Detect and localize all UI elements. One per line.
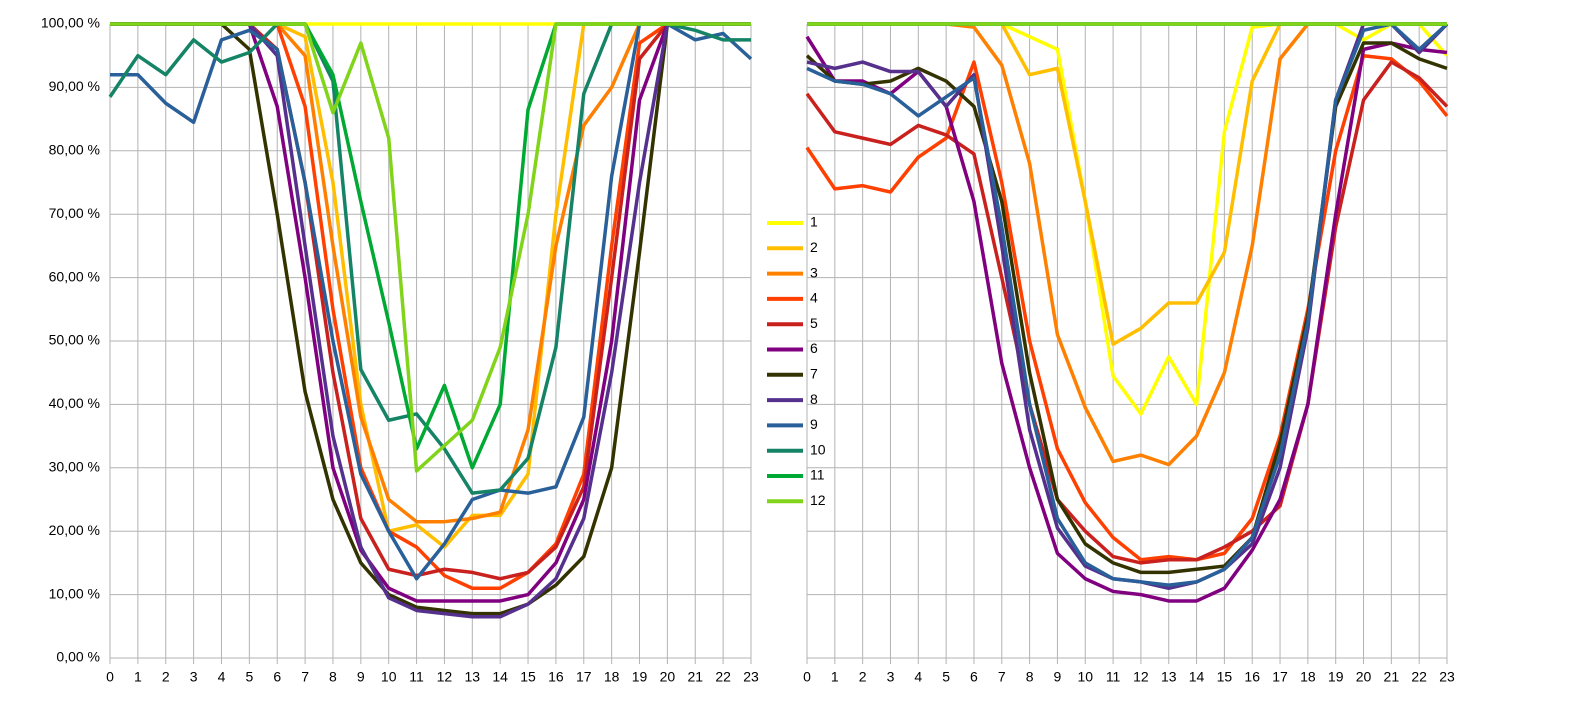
x-tick-label: 10 <box>381 669 397 685</box>
legend-label: 2 <box>810 239 818 255</box>
x-tick-label: 16 <box>548 669 564 685</box>
x-tick-label: 6 <box>970 669 978 685</box>
x-tick-label: 15 <box>520 669 536 685</box>
series-line <box>805 35 1448 603</box>
series-line <box>807 22 1447 467</box>
series-line <box>110 22 751 616</box>
x-tick-label: 21 <box>1384 669 1400 685</box>
x-tick-label: 0 <box>106 669 114 685</box>
x-tick-label: 3 <box>190 669 198 685</box>
x-tick-label: 5 <box>245 669 253 685</box>
x-tick-label: 2 <box>859 669 867 685</box>
series-line <box>110 22 751 473</box>
x-tick-label: 19 <box>1328 669 1344 685</box>
x-tick-label: 17 <box>1272 669 1288 685</box>
x-tick-label: 20 <box>1356 669 1372 685</box>
series-line <box>110 22 751 581</box>
x-tick-label: 5 <box>942 669 950 685</box>
legend-label: 4 <box>810 290 818 306</box>
legend-label: 9 <box>810 416 818 432</box>
x-tick-label: 19 <box>632 669 648 685</box>
series-line <box>805 60 1449 565</box>
y-tick-label: 50,00 % <box>49 332 100 348</box>
legend-label: 8 <box>810 391 818 407</box>
y-tick-label: 70,00 % <box>49 205 100 221</box>
x-tick-label: 7 <box>301 669 309 685</box>
x-tick-label: 4 <box>914 669 922 685</box>
series-line <box>110 22 751 603</box>
legend-label: 3 <box>810 264 818 280</box>
x-tick-label: 12 <box>437 669 453 685</box>
x-tick-label: 0 <box>803 669 811 685</box>
x-tick-label: 12 <box>1133 669 1149 685</box>
legend-label: 10 <box>810 441 826 457</box>
x-tick-label: 13 <box>465 669 481 685</box>
series-line <box>806 22 1449 591</box>
x-tick-label: 11 <box>409 669 424 685</box>
legend-label: 1 <box>810 214 818 230</box>
legend-label: 11 <box>810 467 825 483</box>
x-tick-label: 1 <box>134 669 142 685</box>
x-tick-label: 10 <box>1077 669 1093 685</box>
y-tick-label: 60,00 % <box>49 268 100 284</box>
x-tick-label: 20 <box>660 669 676 685</box>
x-tick-label: 14 <box>492 669 508 685</box>
y-tick-label: 30,00 % <box>49 459 100 475</box>
x-tick-label: 18 <box>604 669 620 685</box>
y-tick-label: 20,00 % <box>49 522 100 538</box>
y-tick-label: 100,00 % <box>41 15 100 31</box>
x-tick-label: 13 <box>1161 669 1177 685</box>
legend-label: 6 <box>810 340 818 356</box>
x-tick-label: 3 <box>887 669 895 685</box>
series-line <box>806 22 1449 587</box>
legend-label: 5 <box>810 315 818 331</box>
x-tick-label: 18 <box>1300 669 1316 685</box>
x-tick-label: 14 <box>1189 669 1205 685</box>
y-tick-label: 40,00 % <box>49 395 100 411</box>
y-tick-label: 0,00 % <box>56 649 100 665</box>
x-tick-label: 23 <box>743 669 759 685</box>
series-line <box>805 53 1449 562</box>
y-tick-label: 10,00 % <box>49 585 100 601</box>
y-tick-label: 80,00 % <box>49 142 100 158</box>
y-tick-label: 90,00 % <box>49 78 100 94</box>
x-tick-label: 2 <box>162 669 170 685</box>
x-tick-label: 22 <box>715 669 731 685</box>
x-tick-label: 8 <box>329 669 337 685</box>
x-tick-label: 21 <box>687 669 703 685</box>
x-tick-label: 17 <box>576 669 592 685</box>
x-tick-label: 9 <box>357 669 365 685</box>
legend-label: 12 <box>810 492 826 508</box>
x-tick-label: 15 <box>1217 669 1233 685</box>
x-tick-label: 8 <box>1026 669 1034 685</box>
x-tick-label: 4 <box>218 669 226 685</box>
x-tick-label: 16 <box>1244 669 1260 685</box>
legend-label: 7 <box>810 366 818 382</box>
series-line <box>110 22 753 581</box>
x-tick-label: 11 <box>1106 669 1121 685</box>
series-line <box>110 22 751 591</box>
x-tick-label: 23 <box>1439 669 1455 685</box>
x-tick-label: 22 <box>1411 669 1427 685</box>
x-tick-label: 1 <box>831 669 839 685</box>
x-tick-label: 9 <box>1054 669 1062 685</box>
x-tick-label: 6 <box>273 669 281 685</box>
x-tick-label: 7 <box>998 669 1006 685</box>
